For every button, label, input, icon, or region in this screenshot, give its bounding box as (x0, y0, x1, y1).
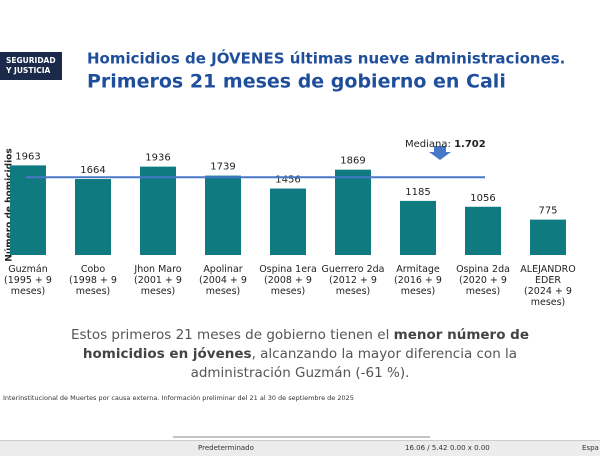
x-tick-label-line: meses) (401, 286, 436, 297)
x-tick-label-line: Guerrero 2da (322, 264, 385, 275)
x-tick-label-line: Jhon Maro (133, 264, 181, 275)
x-tick-label-line: meses) (531, 297, 566, 308)
x-tick-label-line: meses) (11, 286, 46, 297)
x-tick-label-line: (2004 + 9 (199, 275, 247, 286)
value-label: 1739 (210, 162, 235, 173)
value-label: 1056 (470, 193, 495, 204)
value-label: 1936 (145, 153, 170, 164)
x-tick-label: Guzmán (1995 + 9 meses) (4, 264, 52, 297)
status-bar: Predeterminado 16.06 / 5.42 0.00 x 0.00 … (0, 440, 600, 456)
x-tick-label-line: EDER (535, 275, 561, 286)
logo-box (0, 52, 62, 80)
x-tick-label-line: meses) (206, 286, 241, 297)
x-tick-label: Ospina 2da (2020 + 9 meses) (456, 264, 510, 297)
x-tick-label-line: meses) (271, 286, 306, 297)
bar (400, 200, 436, 255)
logo-text: SEGURIDAD (6, 56, 56, 65)
x-tick-label: Armitage (2016 + 9 meses) (394, 264, 442, 297)
median-arrow (429, 146, 451, 160)
value-label: 1664 (80, 165, 105, 176)
status-item: Espa (582, 444, 599, 452)
x-tick-label-line: (2001 + 9 (134, 275, 182, 286)
x-tick-label: Guerrero 2da (2012 + 9 meses) (322, 264, 385, 297)
median-label: Mediana: 1.702 (405, 139, 486, 150)
value-label: 775 (538, 206, 557, 217)
bar (530, 219, 566, 255)
status-item: Predeterminado (198, 444, 254, 452)
x-tick-label-line: (2012 + 9 (329, 275, 377, 286)
x-tick-label-line: (1995 + 9 (4, 275, 52, 286)
bar (75, 179, 111, 255)
status-item: 0.00 x 0.00 (450, 444, 490, 452)
chart-subtitle: Primeros 21 meses de gobierno en Cali (87, 71, 506, 93)
x-tick-label-line: (1998 + 9 (69, 275, 117, 286)
y-axis-label: Número de homicidios (5, 148, 15, 261)
status-item: 16.06 / 5.42 (405, 444, 448, 452)
x-tick-label-line: (2008 + 9 (264, 275, 312, 286)
value-label: 1456 (275, 175, 300, 186)
x-tick-label-line: Armitage (396, 264, 440, 275)
summary-text: , alcanzando la mayor diferencia con la … (190, 346, 518, 381)
bar (10, 165, 46, 255)
x-tick-label-line: meses) (336, 286, 371, 297)
bar (335, 169, 371, 255)
slide: SEGURIDAD Y JUSTICIA Homicidios de JÓVEN… (0, 49, 576, 438)
x-tick-label-line: ALEJANDRO (520, 264, 575, 275)
bar (140, 166, 176, 255)
x-tick-label-line: Guzmán (8, 264, 47, 275)
x-tick-label-line: (2020 + 9 (459, 275, 507, 286)
x-tick-label-line: meses) (141, 286, 176, 297)
x-tick-label-line: meses) (76, 286, 111, 297)
summary-bold: menor número de homicidios en jóvenes (82, 327, 530, 362)
bar (205, 175, 241, 255)
x-tick-label: Ospina 1era (2008 + 9 meses) (259, 264, 317, 297)
footnote: Interinstitucional de Muertes por causa … (3, 394, 354, 402)
median-value: 1.702 (454, 139, 486, 150)
x-tick-label-line: (2016 + 9 (394, 275, 442, 286)
x-tick-label-line: meses) (466, 286, 501, 297)
value-label: 1185 (405, 187, 430, 198)
x-tick-label: Cobo (1998 + 9 meses) (69, 264, 117, 297)
x-tick-label-line: Ospina 2da (456, 264, 510, 275)
summary: Estos primeros 21 meses de gobierno tien… (40, 326, 560, 383)
x-tick-label: ALEJANDRO EDER (2024 + 9 meses) (520, 264, 575, 308)
x-tick-label: Jhon Maro (2001 + 9 meses) (133, 264, 182, 297)
x-tick-label-line: Cobo (81, 264, 105, 275)
bar (465, 206, 501, 255)
bar (270, 188, 306, 255)
logo-text: Y JUSTICIA (5, 66, 51, 75)
x-tick-label-line: Ospina 1era (259, 264, 317, 275)
x-tick-label-line: (2024 + 9 (524, 286, 572, 297)
x-tick-label: Apolinar (2004 + 9 meses) (199, 264, 247, 297)
chart-title: Homicidios de JÓVENES últimas nueve admi… (87, 49, 565, 68)
value-label: 1869 (340, 156, 365, 167)
summary-text: Estos primeros 21 meses de gobierno tien… (70, 327, 394, 343)
median-label-text: Mediana: (405, 139, 451, 150)
value-label: 1963 (15, 151, 40, 162)
x-tick-label-line: Apolinar (203, 264, 242, 275)
